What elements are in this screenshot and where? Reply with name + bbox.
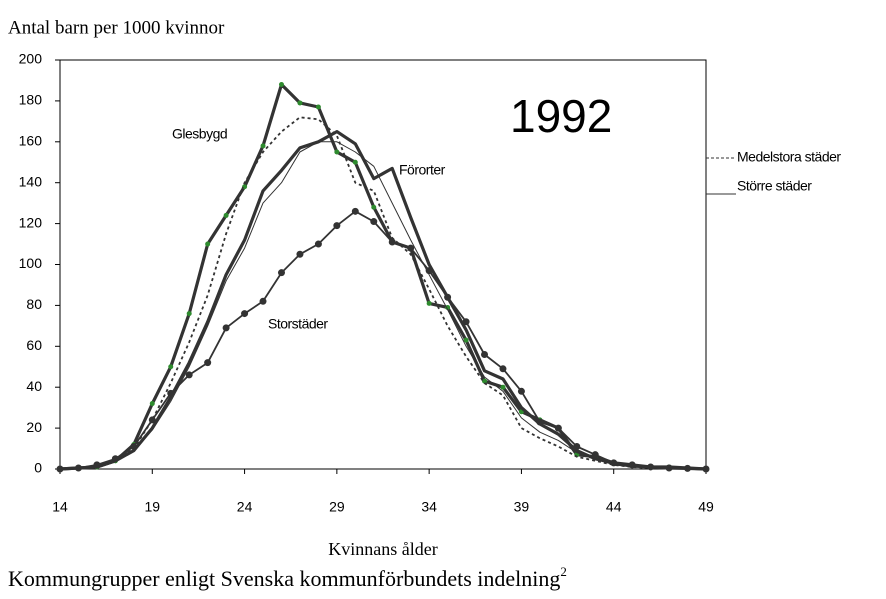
y-tick-label: 160 [19,133,43,149]
point [205,241,211,247]
y-tick-label: 100 [19,255,43,271]
point [371,204,377,210]
x-axis-label: Kvinnans ålder [328,539,437,559]
y-tick-label: 20 [26,419,42,435]
y-tick-label: 60 [26,337,42,353]
y-tick-label: 40 [26,378,42,394]
point [370,218,378,226]
series-line [59,82,707,471]
point [444,293,452,301]
series-line [59,116,707,470]
point [351,207,359,215]
point [185,371,193,379]
point [333,222,341,230]
y-tick-label: 80 [26,296,42,312]
point [499,365,507,373]
point [168,364,174,370]
point [500,384,506,390]
y-tick-label: 200 [19,51,43,67]
legend-label: Större städer [737,178,812,194]
point [296,250,304,258]
series-label: Förorter [399,162,446,178]
caption-note: 2 [560,564,567,579]
point [149,401,155,407]
point [241,310,249,318]
point [463,337,469,343]
point [591,451,599,459]
x-tick-label: 44 [606,499,622,515]
y-tick-label: 180 [19,92,43,108]
point [352,159,358,165]
point [426,300,432,306]
point [167,389,175,397]
point [407,244,415,252]
chart-title: Antal barn per 1000 kvinnor [8,17,225,38]
legend-label: Medelstora städer [737,149,841,165]
point [388,238,396,246]
series-label: Storstäder [268,316,328,332]
annotation: 1992 [510,90,612,142]
point [222,324,230,332]
caption: Kommungrupper enligt Svenska kommunförbu… [8,564,567,591]
point [277,269,285,277]
point [573,443,581,451]
x-tick-label: 14 [52,499,68,515]
point [536,418,544,426]
point [204,359,212,367]
point [260,143,266,149]
point [186,311,192,317]
series-label: Glesbygd [172,126,227,142]
y-tick-label: 140 [19,173,43,189]
x-tick-label: 24 [237,499,253,515]
x-tick-label: 39 [514,499,530,515]
point [297,100,303,106]
x-tick-label: 29 [329,499,345,515]
point [481,350,489,358]
y-tick-label: 0 [34,460,42,476]
point [278,82,284,88]
series-line [59,141,707,470]
point [517,387,525,395]
point [259,297,267,305]
point [462,318,470,326]
y-tick-label: 120 [19,214,43,230]
caption-text: Kommungrupper enligt Svenska kommunförbu… [8,566,560,591]
x-tick-label: 34 [421,499,437,515]
point [334,149,340,155]
point [223,212,229,218]
point [314,240,322,248]
x-tick-label: 19 [144,499,160,515]
point [315,104,321,110]
point [554,424,562,432]
point [647,463,655,471]
x-tick-label: 49 [698,499,714,515]
